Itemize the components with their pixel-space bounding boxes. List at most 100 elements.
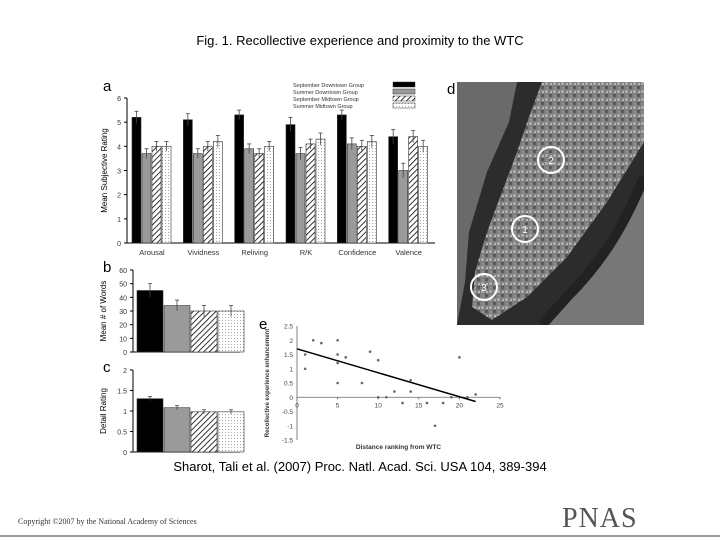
e-point: [376, 395, 380, 399]
c-bar: [163, 407, 191, 453]
a-bar: [264, 146, 274, 244]
b-bar: [217, 310, 245, 353]
e-x-tick-label: 15: [415, 402, 423, 409]
c-y-tick-label: 1: [123, 409, 127, 416]
e-point: [393, 390, 396, 393]
a-y-tick-label: 0: [117, 241, 121, 248]
b-y-label: Mean # of Words: [99, 281, 108, 342]
c-bar: [190, 411, 218, 453]
b-y-tick-label: 60: [119, 268, 127, 275]
e-point: [385, 395, 388, 399]
a-legend-swatch: [392, 95, 416, 102]
a-bar: [357, 146, 367, 244]
c-y-tick-label: 2: [123, 368, 127, 375]
e-point: [376, 358, 380, 362]
a-legend-label: Summer Downtown Group: [293, 90, 358, 96]
map-new-jersey: [457, 82, 517, 325]
a-legend-label: September Midtown Group: [293, 97, 359, 103]
map-marker-2-label: 2: [548, 156, 554, 167]
a-bar: [408, 136, 418, 244]
a-bar: [244, 148, 254, 244]
e-x-label: Distance ranking from WTC: [356, 444, 442, 451]
a-legend-label: September Downtown Group: [293, 83, 364, 89]
e-x-tick-label: 25: [496, 402, 504, 409]
a-bar: [418, 146, 428, 244]
e-point: [409, 378, 412, 382]
a-bar: [367, 141, 377, 244]
e-point: [336, 361, 339, 365]
panel-label-b: b: [103, 259, 112, 276]
chart-c: 0 0.5 1 1.5 2 Detail Rating: [99, 368, 245, 457]
e-x-tick-label: 10: [375, 402, 383, 409]
c-y-label: Detail Rating: [99, 388, 108, 434]
a-bar: [315, 138, 326, 244]
e-point: [311, 338, 315, 342]
a-bar: [305, 143, 316, 244]
copyright: Copyright ©2007 by the National Academy …: [18, 517, 197, 526]
e-x-tick-label: 5: [336, 402, 340, 409]
e-x-tick-label: 0: [295, 402, 299, 409]
e-y-tick-label: 0: [289, 395, 293, 402]
e-trendline: [296, 348, 476, 403]
e-point: [458, 356, 461, 359]
a-bar: [388, 136, 398, 244]
c-y-tick-label: 0: [123, 450, 127, 457]
a-x-tick-label: Confidence: [338, 248, 376, 257]
e-point: [344, 356, 348, 359]
b-bar: [163, 305, 191, 353]
map-manhattan: [472, 82, 644, 320]
e-point: [433, 424, 437, 428]
a-legend-label: Summer Midtown Group: [293, 104, 353, 110]
a-bar: [193, 153, 203, 244]
chart-b: 0 10 20 30 40 50 60 Mean # of Words: [99, 268, 245, 357]
figure-title: Fig. 1. Recollective experience and prox…: [196, 33, 524, 48]
b-bar: [190, 310, 218, 353]
e-point: [368, 350, 372, 353]
footer-divider: [0, 535, 720, 537]
b-bar: [136, 290, 164, 353]
a-bar: [295, 153, 306, 244]
e-point: [401, 401, 404, 405]
c-bar: [217, 411, 245, 453]
a-bar: [398, 170, 408, 244]
e-point: [441, 401, 445, 405]
a-bar: [347, 143, 357, 244]
b-y-tick-label: 30: [119, 309, 127, 316]
b-y-tick-label: 20: [119, 323, 127, 330]
a-legend-swatch: [392, 102, 416, 109]
e-y-tick-label: -0.5: [282, 409, 294, 416]
c-y-tick-label: 1.5: [117, 389, 127, 396]
a-y-tick-label: 6: [117, 96, 121, 103]
e-x-tick-label: 20: [456, 402, 464, 409]
map-marker-2: [537, 146, 565, 174]
map-marker-3: [470, 273, 498, 301]
c-bar: [136, 398, 164, 453]
citation: Sharot, Tali et al. (2007) Proc. Natl. A…: [173, 459, 547, 474]
map-marker-1-label: 1: [522, 225, 528, 236]
a-bar: [141, 153, 152, 244]
e-point: [303, 367, 307, 371]
e-y-label: Recollective experience enhancement: [265, 329, 271, 437]
e-point: [336, 338, 339, 342]
a-bar: [234, 114, 244, 244]
a-bar: [131, 117, 142, 244]
panel-label-e: e: [259, 316, 268, 333]
a-bar: [337, 114, 347, 244]
e-point: [449, 395, 453, 399]
a-legend-swatch: [392, 88, 416, 95]
pnas-logo: PNAS: [562, 503, 638, 534]
a-x-tick-label: R/K: [300, 248, 313, 257]
e-point: [360, 381, 364, 385]
chart-e: -1.5-1-0.500.511.522.50 5 10 15 20 25Distance…: [265, 324, 504, 452]
e-point: [303, 353, 307, 356]
a-x-tick-label: Valence: [395, 248, 422, 257]
a-bar: [161, 146, 172, 244]
c-y-tick-label: 0.5: [117, 430, 127, 437]
map-east-river: [538, 175, 644, 325]
e-point: [336, 381, 339, 385]
e-y-tick-label: -1: [287, 423, 293, 430]
e-y-tick-label: 1: [289, 366, 293, 373]
e-point: [320, 341, 323, 345]
e-y-tick-label: 0.5: [284, 381, 293, 388]
a-bar: [213, 141, 223, 244]
